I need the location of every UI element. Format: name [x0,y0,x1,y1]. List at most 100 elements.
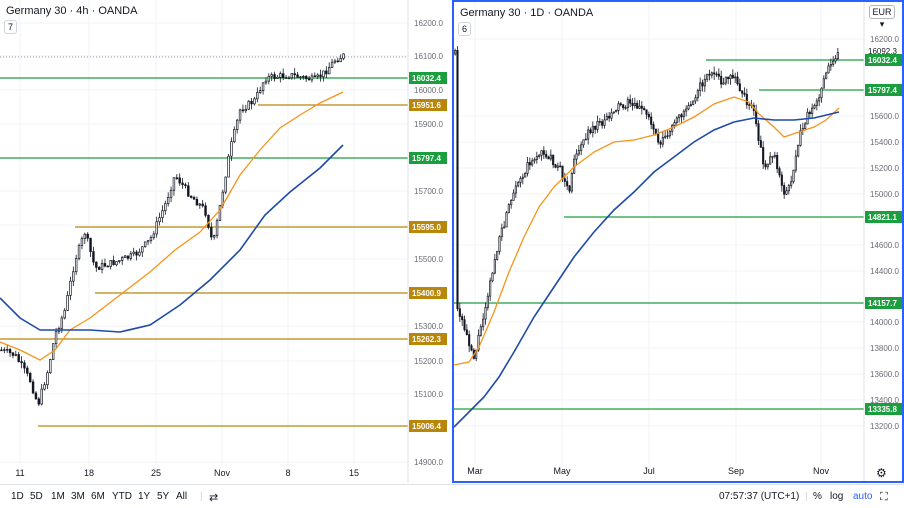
candle [83,232,87,244]
fullscreen-icon[interactable]: ⛶ [880,491,888,503]
candle [80,236,84,250]
candle [666,130,669,140]
candle [589,127,592,135]
candle [535,151,538,164]
candle [146,240,150,246]
candle [284,75,288,79]
left-chart-title: Germany 30 · 4h · OANDA [6,5,138,17]
left-ma-slow-line [0,144,344,333]
candle [189,195,193,199]
right-date-axis: Mar May Jul Sep Nov [467,466,829,476]
range-ytd-button[interactable]: YTD [112,491,132,502]
candle [771,155,774,163]
candle [218,204,222,222]
candle [319,69,322,82]
candle [103,258,107,268]
candle [34,391,38,400]
range-1d-button[interactable]: 1D [11,491,24,502]
candle [580,141,583,156]
candle [126,255,130,261]
log-toggle[interactable]: log [830,491,844,502]
candle [290,73,294,80]
candle [556,162,559,172]
candle [512,189,515,201]
candle [797,144,800,158]
right-ma-slow-line [454,111,840,428]
candle [149,235,153,244]
candle [479,324,482,337]
right-chart-title: Germany 30 · 1D · OANDA [460,7,594,19]
candle [652,121,655,135]
currency-selector[interactable]: EUR ▾ [869,5,895,29]
candle [787,183,790,195]
left-chart-pane[interactable]: 16200.016100.016000.015900.015700.015600… [0,0,452,483]
price-tick-label: 15500.0 [414,255,443,264]
candle [270,72,273,82]
clock-time[interactable]: 07:57:37 (UTC+1) [719,491,800,502]
candle [307,75,311,81]
candle [54,327,58,348]
candle [261,82,265,95]
candle [526,157,529,177]
auto-toggle[interactable]: auto [853,491,873,502]
level-price-tag: 16032.4 [409,72,447,84]
candle [661,131,664,148]
date-tick-label: Sep [728,466,744,476]
candle [603,113,606,129]
right-chart-canvas[interactable]: 16200.0 15600.0 15400.0 15200.0 15000.0 14600… [454,2,902,481]
left-indicator-badge[interactable]: 7 [4,20,18,34]
percent-toggle[interactable]: % [813,491,822,502]
level-price-tag: 14821.1 [865,211,902,223]
range-1y-button[interactable]: 1Y [138,491,151,502]
price-tick-label: 16200.0 [414,19,443,28]
candle [514,180,517,198]
range-1m-button[interactable]: 1M [51,491,65,502]
svg-text:15262.3: 15262.3 [412,335,441,344]
candle [238,108,242,124]
candle [577,144,580,157]
candle [491,272,494,283]
left-chart-canvas[interactable]: 16200.016100.016000.015900.015700.015600… [0,0,452,483]
candle [195,196,199,206]
candle [696,88,699,102]
candle [330,58,334,68]
date-tick-label: 15 [349,468,359,478]
candle [626,96,629,112]
candle [531,157,534,167]
candle [633,97,636,109]
candle [631,98,634,111]
candle [811,103,814,118]
candle [559,161,562,168]
svg-text:15797.4: 15797.4 [412,154,441,163]
candle [299,75,302,81]
candle [253,96,256,106]
level-price-tag: 15595.0 [409,221,447,233]
candle [608,112,611,122]
range-5y-button[interactable]: 5Y [157,491,170,502]
candle [304,75,308,83]
range-6m-button[interactable]: 6M [91,491,105,502]
price-tick-label: 15200.0 [870,164,899,173]
candle [582,139,585,148]
candle [748,102,751,111]
candle [538,154,541,159]
right-chart-pane[interactable]: 16200.0 15600.0 15400.0 15200.0 15000.0 14600… [452,0,904,483]
right-indicator-badge[interactable]: 6 [458,22,472,36]
range-5d-button[interactable]: 5D [30,491,43,502]
candle [790,175,793,189]
candle [258,86,262,95]
candle [647,111,650,121]
candle [215,218,219,239]
candle [806,108,809,125]
level-price-tag: 15797.4 [865,84,902,96]
range-all-button[interactable]: All [176,491,188,502]
candle [152,230,156,240]
range-3m-button[interactable]: 3M [71,491,85,502]
candle [675,116,678,125]
candle [461,313,464,327]
candle [601,119,604,129]
left-candles [0,53,345,407]
settings-gear-icon[interactable]: ⚙ [876,466,887,480]
price-tick-label: 16100.0 [414,52,443,61]
date-range-icon[interactable]: ⇄ [209,492,219,504]
